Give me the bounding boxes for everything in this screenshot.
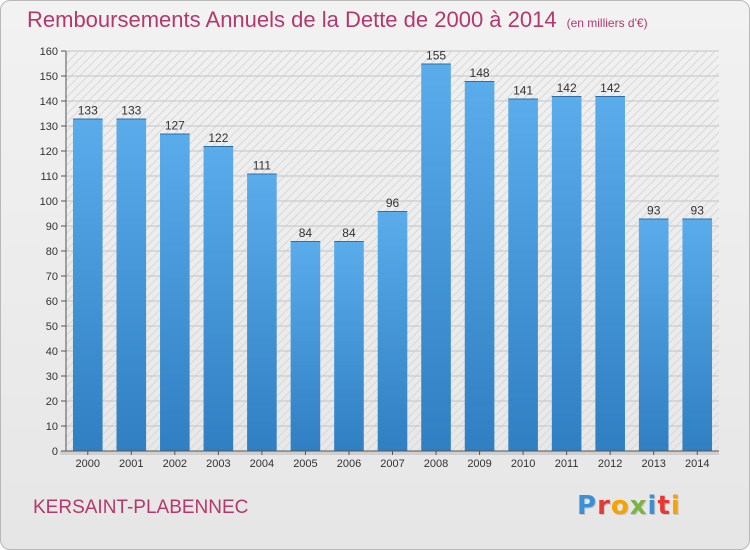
x-tick-label: 2013 bbox=[641, 458, 665, 470]
bar bbox=[116, 118, 147, 451]
city-name: KERSAINT-PLABENNEC bbox=[33, 497, 249, 518]
y-tick-label: 40 bbox=[46, 346, 58, 358]
y-tick-label: 60 bbox=[46, 296, 58, 308]
x-tick-label: 2011 bbox=[555, 458, 579, 470]
x-tick-label: 2008 bbox=[424, 458, 448, 470]
x-axis-ticks: 2000 2001 2002 2003 2004 2005 2006 2007 2008 2009… bbox=[76, 451, 709, 470]
y-tick-label: 70 bbox=[46, 271, 58, 283]
y-tick-label: 100 bbox=[40, 196, 58, 208]
x-tick-label: 2012 bbox=[598, 458, 622, 470]
logo-letter: o bbox=[610, 491, 630, 521]
bars bbox=[72, 63, 713, 451]
data-label: 148 bbox=[470, 66, 490, 80]
y-tick-label: 150 bbox=[40, 71, 58, 83]
y-tick-label: 80 bbox=[46, 246, 58, 258]
y-tick-label: 10 bbox=[46, 421, 58, 433]
bar bbox=[247, 173, 277, 451]
data-label: 96 bbox=[386, 196, 400, 210]
logo-letter: i bbox=[670, 491, 681, 521]
data-label: 141 bbox=[513, 84, 533, 98]
chart-header: Remboursements Annuels de la Dette de 20… bbox=[27, 7, 648, 33]
data-label: 84 bbox=[299, 226, 313, 240]
logo-letter: t bbox=[657, 491, 671, 521]
logo-letter: P bbox=[577, 491, 598, 521]
bar bbox=[290, 241, 321, 451]
proxiti-logo: Proxiti bbox=[577, 491, 681, 521]
y-tick-label: 130 bbox=[40, 121, 58, 133]
x-tick-label: 2002 bbox=[163, 458, 187, 470]
x-tick-label: 2004 bbox=[250, 458, 274, 470]
logo-letter: r bbox=[597, 491, 611, 521]
y-tick-label: 20 bbox=[46, 396, 58, 408]
bar bbox=[595, 96, 625, 451]
logo-letter: i bbox=[647, 491, 658, 521]
x-tick-label: 2014 bbox=[685, 458, 709, 470]
bar bbox=[551, 96, 582, 451]
data-labels: 133 133 127 122 111 84 84 96 155 148 141 142 142 93 93 bbox=[78, 49, 704, 241]
bar bbox=[638, 218, 669, 451]
y-tick-label: 90 bbox=[46, 221, 58, 233]
data-label: 127 bbox=[165, 119, 185, 133]
x-tick-label: 2001 bbox=[119, 458, 143, 470]
data-label: 122 bbox=[208, 131, 228, 145]
data-label: 93 bbox=[647, 204, 661, 218]
bar bbox=[72, 118, 103, 451]
y-axis-ticks: 0 10 20 30 40 50 60 70 80 90 100 110 120 130 140 150 160 bbox=[40, 46, 66, 458]
bar bbox=[203, 146, 234, 451]
y-tick-label: 160 bbox=[40, 46, 58, 58]
data-label: 133 bbox=[78, 104, 98, 118]
data-label: 93 bbox=[691, 204, 705, 218]
data-label: 111 bbox=[253, 159, 272, 173]
chart-title: Remboursements Annuels de la Dette de 20… bbox=[27, 7, 557, 32]
x-tick-label: 2003 bbox=[206, 458, 230, 470]
y-tick-label: 0 bbox=[52, 446, 58, 458]
y-tick-label: 140 bbox=[40, 96, 58, 108]
data-label: 142 bbox=[557, 81, 577, 95]
y-tick-label: 110 bbox=[40, 171, 58, 183]
data-label: 142 bbox=[600, 81, 620, 95]
bar bbox=[334, 241, 364, 451]
bar bbox=[377, 211, 408, 451]
bar bbox=[160, 133, 190, 451]
x-tick-label: 2010 bbox=[511, 458, 535, 470]
bar bbox=[421, 63, 451, 451]
y-tick-label: 120 bbox=[40, 146, 58, 158]
data-label: 155 bbox=[426, 49, 446, 63]
logo-letter: x bbox=[629, 491, 648, 521]
x-tick-label: 2006 bbox=[337, 458, 361, 470]
x-tick-label: 2005 bbox=[293, 458, 317, 470]
x-tick-label: 2007 bbox=[380, 458, 404, 470]
data-label: 84 bbox=[342, 226, 356, 240]
data-label: 133 bbox=[121, 104, 141, 118]
x-tick-label: 2000 bbox=[76, 458, 100, 470]
axis-floor bbox=[60, 451, 719, 455]
x-tick-label: 2009 bbox=[467, 458, 491, 470]
bar bbox=[682, 218, 713, 451]
y-tick-label: 30 bbox=[46, 371, 58, 383]
chart-unit: (en milliers d'€) bbox=[566, 16, 648, 30]
bar bbox=[464, 81, 495, 451]
bar bbox=[508, 98, 538, 451]
y-tick-label: 50 bbox=[46, 321, 58, 333]
